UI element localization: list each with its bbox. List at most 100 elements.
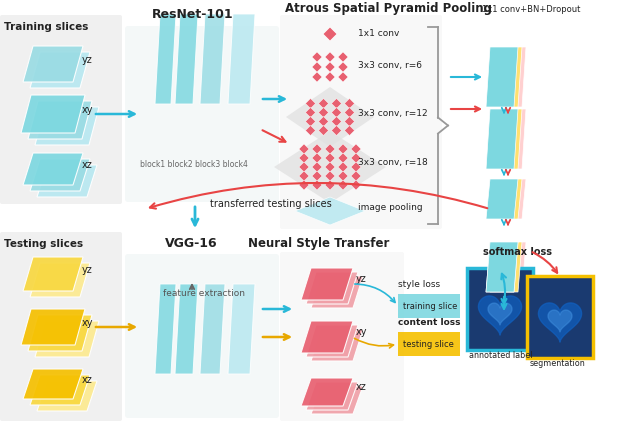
Polygon shape	[332, 99, 342, 109]
Text: xz: xz	[82, 160, 93, 170]
Polygon shape	[299, 145, 309, 155]
Polygon shape	[228, 15, 255, 105]
FancyBboxPatch shape	[280, 253, 404, 421]
Text: xy: xy	[82, 105, 93, 115]
Text: softmax loss: softmax loss	[483, 246, 552, 256]
Polygon shape	[325, 53, 335, 63]
FancyBboxPatch shape	[398, 332, 460, 356]
Polygon shape	[301, 268, 353, 300]
Polygon shape	[319, 108, 328, 118]
Polygon shape	[332, 117, 342, 127]
Polygon shape	[351, 154, 361, 164]
Polygon shape	[155, 15, 176, 105]
Polygon shape	[21, 96, 85, 134]
Polygon shape	[175, 284, 198, 374]
FancyBboxPatch shape	[398, 294, 460, 318]
Text: yz: yz	[82, 55, 93, 65]
Polygon shape	[486, 110, 518, 170]
Polygon shape	[37, 381, 97, 411]
Polygon shape	[311, 386, 363, 414]
Polygon shape	[312, 172, 322, 181]
Polygon shape	[305, 126, 316, 136]
Polygon shape	[30, 263, 90, 297]
FancyBboxPatch shape	[125, 27, 279, 202]
Text: Testing slices: Testing slices	[4, 239, 83, 248]
Polygon shape	[338, 73, 348, 83]
Polygon shape	[312, 53, 322, 63]
Polygon shape	[312, 73, 322, 83]
Polygon shape	[301, 321, 353, 353]
Polygon shape	[319, 126, 328, 136]
Polygon shape	[486, 180, 518, 219]
FancyBboxPatch shape	[467, 268, 533, 350]
Text: content loss: content loss	[398, 317, 461, 326]
Polygon shape	[486, 48, 518, 108]
Polygon shape	[325, 163, 335, 173]
Polygon shape	[306, 325, 358, 357]
Text: yz: yz	[356, 273, 367, 283]
Polygon shape	[312, 181, 322, 190]
FancyBboxPatch shape	[0, 233, 122, 421]
Text: transferred testing slices: transferred testing slices	[210, 199, 332, 208]
Polygon shape	[338, 53, 348, 63]
Polygon shape	[490, 110, 522, 170]
Polygon shape	[306, 272, 358, 304]
Polygon shape	[311, 329, 363, 361]
Polygon shape	[494, 110, 526, 170]
Polygon shape	[332, 126, 342, 136]
Text: yz: yz	[82, 265, 93, 274]
Polygon shape	[351, 163, 361, 173]
Text: xy: xy	[356, 326, 367, 336]
Polygon shape	[35, 108, 99, 146]
Polygon shape	[311, 276, 363, 308]
Polygon shape	[312, 145, 322, 155]
Polygon shape	[35, 321, 99, 357]
Polygon shape	[494, 242, 526, 292]
Polygon shape	[301, 378, 353, 406]
Polygon shape	[338, 172, 348, 181]
Polygon shape	[286, 88, 374, 148]
Polygon shape	[332, 108, 342, 118]
Polygon shape	[319, 99, 328, 109]
Text: Training slices: Training slices	[4, 22, 88, 32]
Text: 3x3 conv, r=18: 3x3 conv, r=18	[358, 158, 428, 167]
Polygon shape	[338, 63, 348, 73]
Polygon shape	[325, 154, 335, 164]
Polygon shape	[21, 309, 85, 345]
Polygon shape	[344, 108, 355, 118]
Text: feature extraction: feature extraction	[163, 288, 245, 297]
Polygon shape	[28, 315, 92, 351]
Polygon shape	[325, 73, 335, 83]
Text: 1x1 conv: 1x1 conv	[358, 29, 399, 38]
Text: xz: xz	[356, 381, 367, 391]
Text: 3x3 conv, r=6: 3x3 conv, r=6	[358, 61, 422, 70]
Polygon shape	[351, 172, 361, 181]
Text: testing slice: testing slice	[403, 339, 454, 348]
FancyBboxPatch shape	[0, 16, 122, 204]
Polygon shape	[23, 47, 83, 83]
Polygon shape	[490, 180, 522, 219]
Polygon shape	[37, 166, 97, 198]
Polygon shape	[486, 242, 518, 292]
Polygon shape	[305, 117, 316, 127]
Polygon shape	[338, 154, 348, 164]
Polygon shape	[28, 102, 92, 140]
Polygon shape	[490, 242, 522, 292]
Text: annotated label: annotated label	[469, 350, 532, 359]
Polygon shape	[30, 160, 90, 192]
Polygon shape	[23, 257, 83, 291]
Polygon shape	[295, 198, 365, 225]
Text: image pooling: image pooling	[358, 202, 422, 211]
Text: VGG-16: VGG-16	[165, 236, 218, 249]
Text: style loss: style loss	[398, 279, 440, 288]
Polygon shape	[299, 181, 309, 190]
Polygon shape	[30, 53, 90, 89]
Polygon shape	[351, 181, 361, 190]
Polygon shape	[155, 284, 176, 374]
Polygon shape	[325, 181, 335, 190]
Polygon shape	[30, 375, 90, 405]
Text: 1x1 conv+BN+Dropout: 1x1 conv+BN+Dropout	[482, 5, 580, 14]
Polygon shape	[325, 63, 335, 73]
Polygon shape	[325, 145, 335, 155]
FancyBboxPatch shape	[125, 254, 279, 418]
